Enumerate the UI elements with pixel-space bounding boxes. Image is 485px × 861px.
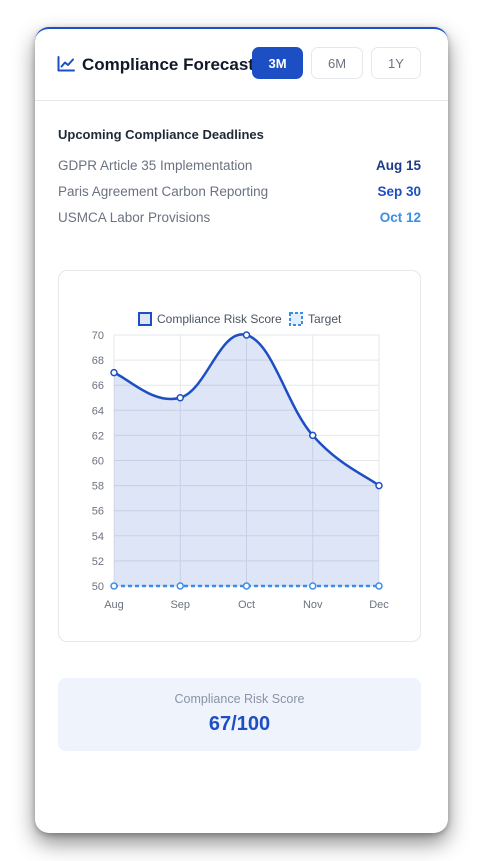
compliance-forecast-card: Compliance Forecast 3M 6M 1Y Upcoming Co…: [35, 27, 448, 833]
card-title: Compliance Forecast: [82, 55, 254, 74]
deadline-name: USMCA Labor Provisions: [58, 209, 211, 225]
target-point: [176, 582, 184, 590]
card-header: Compliance Forecast 3M 6M 1Y: [35, 29, 448, 101]
risk-score-point: [176, 394, 184, 402]
deadline-row: USMCA Labor Provisions Oct 12: [58, 204, 421, 230]
target-point: [242, 582, 251, 590]
y-tick-label: 60: [92, 456, 104, 468]
y-tick-label: 52: [92, 556, 104, 568]
deadline-date: Sep 30: [377, 183, 421, 199]
deadline-date: Aug 15: [375, 157, 421, 173]
target-point: [375, 582, 383, 590]
risk-score-label: Compliance Risk Score: [174, 692, 305, 706]
range-button-3m[interactable]: 3M: [252, 47, 303, 79]
y-tick-label: 58: [92, 481, 104, 493]
deadline-name: GDPR Article 35 Implementation: [58, 157, 253, 173]
legend-swatch-target: [289, 312, 303, 326]
deadline-date: Oct 12: [379, 209, 421, 225]
risk-score-point: [375, 481, 383, 490]
range-button-1y[interactable]: 1Y: [371, 47, 421, 79]
legend-label-risk-score: Compliance Risk Score: [157, 312, 282, 326]
x-tick-label: Sep: [170, 599, 190, 611]
legend-swatch-risk-score: [138, 312, 152, 326]
y-tick-label: 70: [92, 330, 104, 342]
deadline-row: GDPR Article 35 Implementation Aug 15: [58, 152, 421, 178]
y-tick-label: 62: [92, 430, 104, 442]
y-tick-label: 68: [92, 355, 104, 367]
x-tick-label: Dec: [369, 599, 389, 611]
risk-score-point: [242, 331, 251, 339]
deadline-name: Paris Agreement Carbon Reporting: [58, 183, 269, 199]
target-point: [110, 582, 118, 590]
risk-score-panel: Compliance Risk Score 67/100: [58, 678, 421, 751]
x-tick-label: Aug: [104, 599, 124, 611]
x-tick-label: Nov: [303, 599, 323, 611]
forecast-chart-svg: 50 52 54 56 58 60 62 64 66 68 70 Aug Sep Oct Nov Dec Com…: [92, 312, 389, 611]
chart-line-icon: [57, 56, 75, 72]
deadlines-section: Upcoming Compliance Deadlines GDPR Artic…: [58, 127, 421, 230]
forecast-chart: 50 52 54 56 58 60 62 64 66 68 70 Aug Sep Oct Nov Dec Com…: [58, 270, 421, 642]
range-button-6m[interactable]: 6M: [311, 47, 363, 79]
target-point: [309, 582, 317, 590]
y-tick-label: 50: [92, 581, 104, 593]
x-tick-label: Oct: [238, 599, 255, 611]
deadlines-heading: Upcoming Compliance Deadlines: [58, 127, 264, 142]
risk-score-area: [114, 334, 379, 586]
legend-label-target: Target: [308, 312, 342, 326]
deadline-row: Paris Agreement Carbon Reporting Sep 30: [58, 178, 421, 204]
y-tick-label: 54: [92, 531, 104, 543]
risk-score-value: 67/100: [208, 713, 271, 735]
y-tick-label: 64: [92, 405, 104, 417]
y-tick-label: 66: [92, 380, 104, 392]
risk-score-point: [309, 431, 317, 440]
risk-score-point: [110, 368, 118, 377]
y-tick-label: 56: [92, 506, 104, 518]
